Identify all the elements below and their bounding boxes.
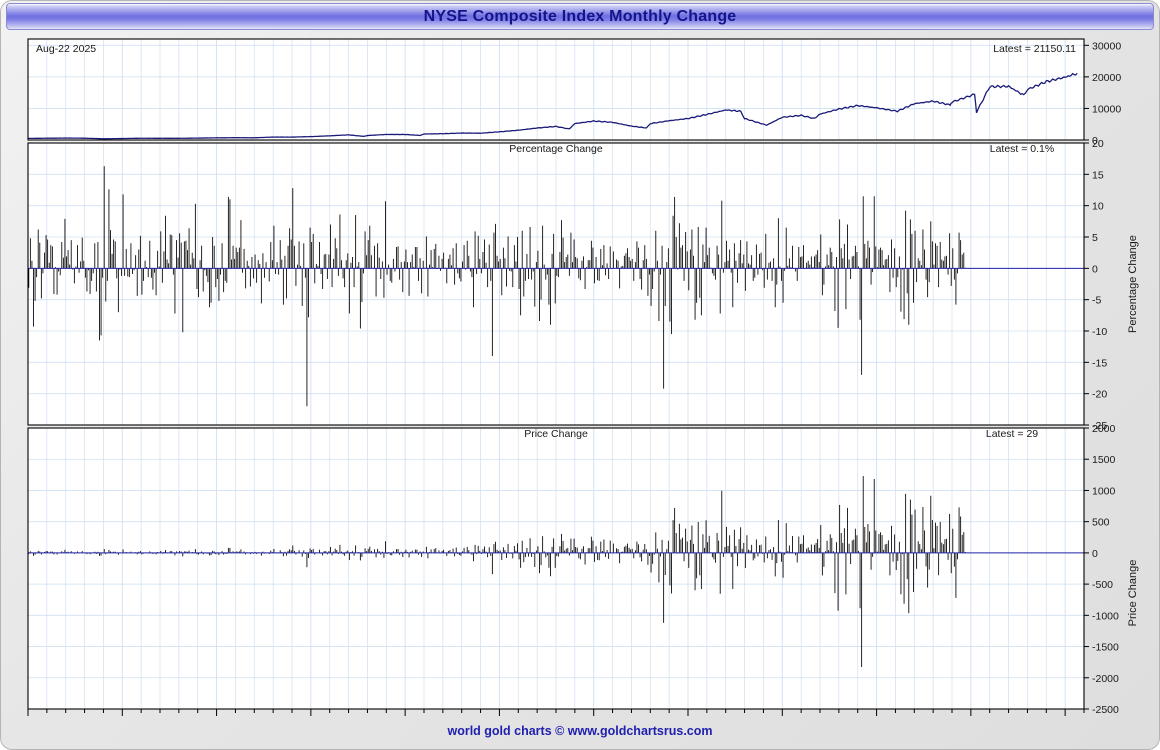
price-latest-label: Latest = 29 [986,428,1038,440]
chart-plot-area: 0 10000 20000 30000 20 15 10 5 0 -5 -10 -15 -20 -25 20… [12,33,1148,719]
y-tick-label: 10 [1092,201,1104,213]
footer-credit: world gold charts © www.goldchartsrus.co… [447,724,713,738]
y-tick-label: -5 [1092,295,1101,307]
nyse-composite-chart: 010000200003000020151050-5-10-15-20-2520… [27,38,1139,716]
y-tick-label: 2000 [1092,423,1116,435]
axis-layer [27,38,1089,716]
y-tick-label: 20 [1092,138,1104,150]
page-title: NYSE Composite Index Monthly Change [423,7,737,25]
monthly-bars [28,166,1084,407]
y-tick-label: -25 [1092,420,1107,432]
y-tick-label: 0 [1092,135,1098,147]
gridlines [27,39,1085,709]
y-tick-label: -20 [1092,389,1107,401]
y-tick-label: 15 [1092,169,1104,181]
y-tick-label: 20000 [1092,72,1121,84]
price-axis-title: Price Change [1127,560,1139,627]
y-tick-label: -15 [1092,357,1107,369]
date-stamp: Aug-22 2025 [36,43,96,55]
title-bar: NYSE Composite Index Monthly Change [6,3,1154,30]
y-tick-label: -10 [1092,326,1107,338]
y-tick-label: 500 [1092,517,1110,529]
y-tick-label: 0 [1092,548,1098,560]
y-tick-label: -1000 [1092,610,1119,622]
y-tick-label: -500 [1092,579,1113,591]
percent-panel-title: Percentage Change [509,143,603,155]
axis-labels: 010000200003000020151050-5-10-15-20-2520… [1092,40,1121,716]
price-panel-title: Price Change [524,428,588,440]
index-latest-label: Latest = 21150.11 [993,43,1076,55]
y-tick-label: -1500 [1092,642,1119,654]
y-tick-label: -2000 [1092,673,1119,685]
percent-axis-title: Percentage Change [1127,235,1139,333]
y-tick-label: 5 [1092,232,1098,244]
monthly-bars [28,476,1084,668]
y-tick-label: 1000 [1092,485,1116,497]
y-tick-label: 10000 [1092,103,1121,115]
index-line-series [28,72,1078,140]
percent-latest-label: Latest = 0.1% [990,143,1055,155]
y-tick-label: 0 [1092,263,1098,275]
y-tick-label: 1500 [1092,454,1116,466]
y-tick-label: 30000 [1092,40,1121,52]
y-tick-label: -2500 [1092,704,1119,716]
data-series-layer [28,72,1084,668]
